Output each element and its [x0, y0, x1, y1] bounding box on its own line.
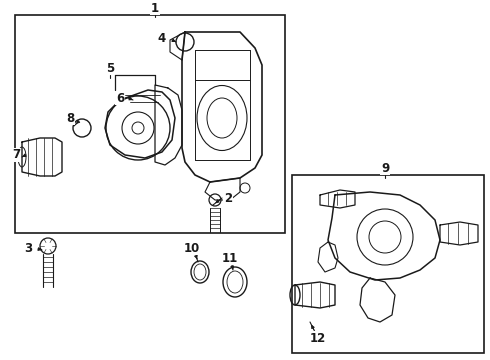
- Text: 9: 9: [381, 162, 389, 175]
- Text: 11: 11: [222, 252, 238, 265]
- Text: 10: 10: [184, 242, 200, 255]
- Bar: [15, 15, 285, 233]
- Text: 3: 3: [24, 243, 32, 256]
- Text: 4: 4: [158, 31, 166, 45]
- Bar: [292, 175, 484, 353]
- Text: 1: 1: [151, 1, 159, 14]
- Text: 5: 5: [106, 62, 114, 75]
- Text: 7: 7: [12, 148, 20, 162]
- Text: 6: 6: [116, 91, 124, 104]
- Text: 12: 12: [310, 332, 326, 345]
- Text: 2: 2: [224, 192, 232, 204]
- Text: 8: 8: [66, 112, 74, 125]
